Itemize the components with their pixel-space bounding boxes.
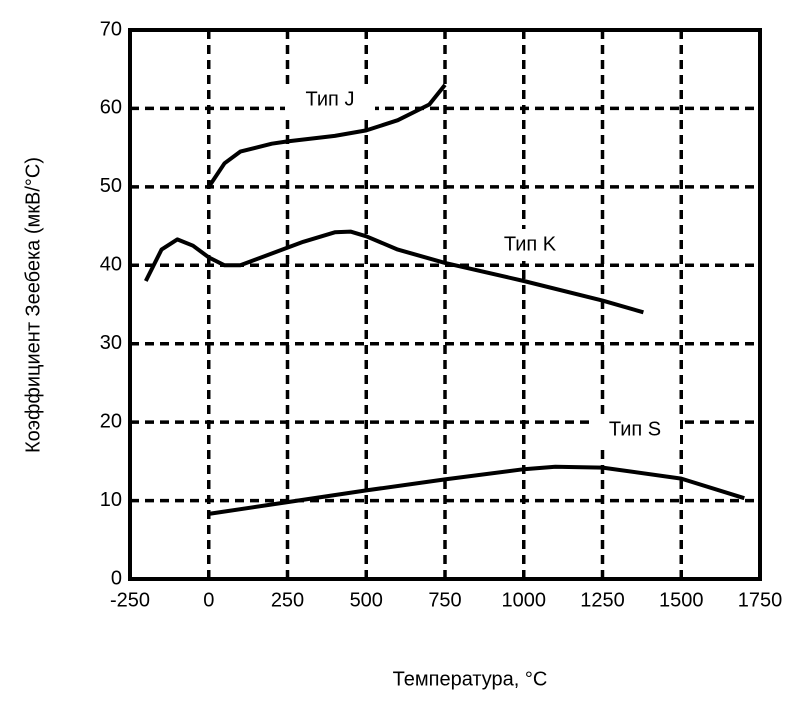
- y-axis-label: Коэффициент Зеебека (мкВ/°C): [22, 157, 44, 453]
- series-label: Тип J: [306, 88, 355, 110]
- series-label: Тип S: [609, 418, 661, 440]
- y-tick-label: 70: [100, 18, 122, 40]
- series-line: [144, 229, 644, 315]
- label-background: [285, 84, 375, 116]
- y-tick-label: 30: [100, 332, 122, 354]
- series-label: Тип K: [504, 233, 557, 255]
- x-tick-label: 250: [271, 589, 304, 611]
- plot-frame: [128, 28, 762, 581]
- x-tick-label: 1250: [580, 589, 625, 611]
- y-tick-label: 60: [100, 97, 122, 119]
- x-tick-label: 500: [350, 589, 383, 611]
- x-axis-label: Температура, °C: [393, 668, 548, 690]
- y-tick-label: 0: [111, 567, 122, 589]
- y-tick-label: 20: [100, 410, 122, 432]
- label-background: [590, 414, 680, 446]
- x-tick-label: 750: [428, 589, 461, 611]
- x-tick-label: 1750: [738, 589, 783, 611]
- y-tick-label: 50: [100, 175, 122, 197]
- series-line: [208, 464, 745, 516]
- x-tick-label: 1000: [502, 589, 547, 611]
- y-tick-label: 40: [100, 254, 122, 276]
- x-tick-label: -250: [110, 589, 150, 611]
- series-line: [207, 83, 447, 189]
- x-tick-label: 1500: [659, 589, 704, 611]
- y-tick-label: 10: [100, 489, 122, 511]
- label-background: [485, 229, 575, 261]
- x-tick-label: 0: [203, 589, 214, 611]
